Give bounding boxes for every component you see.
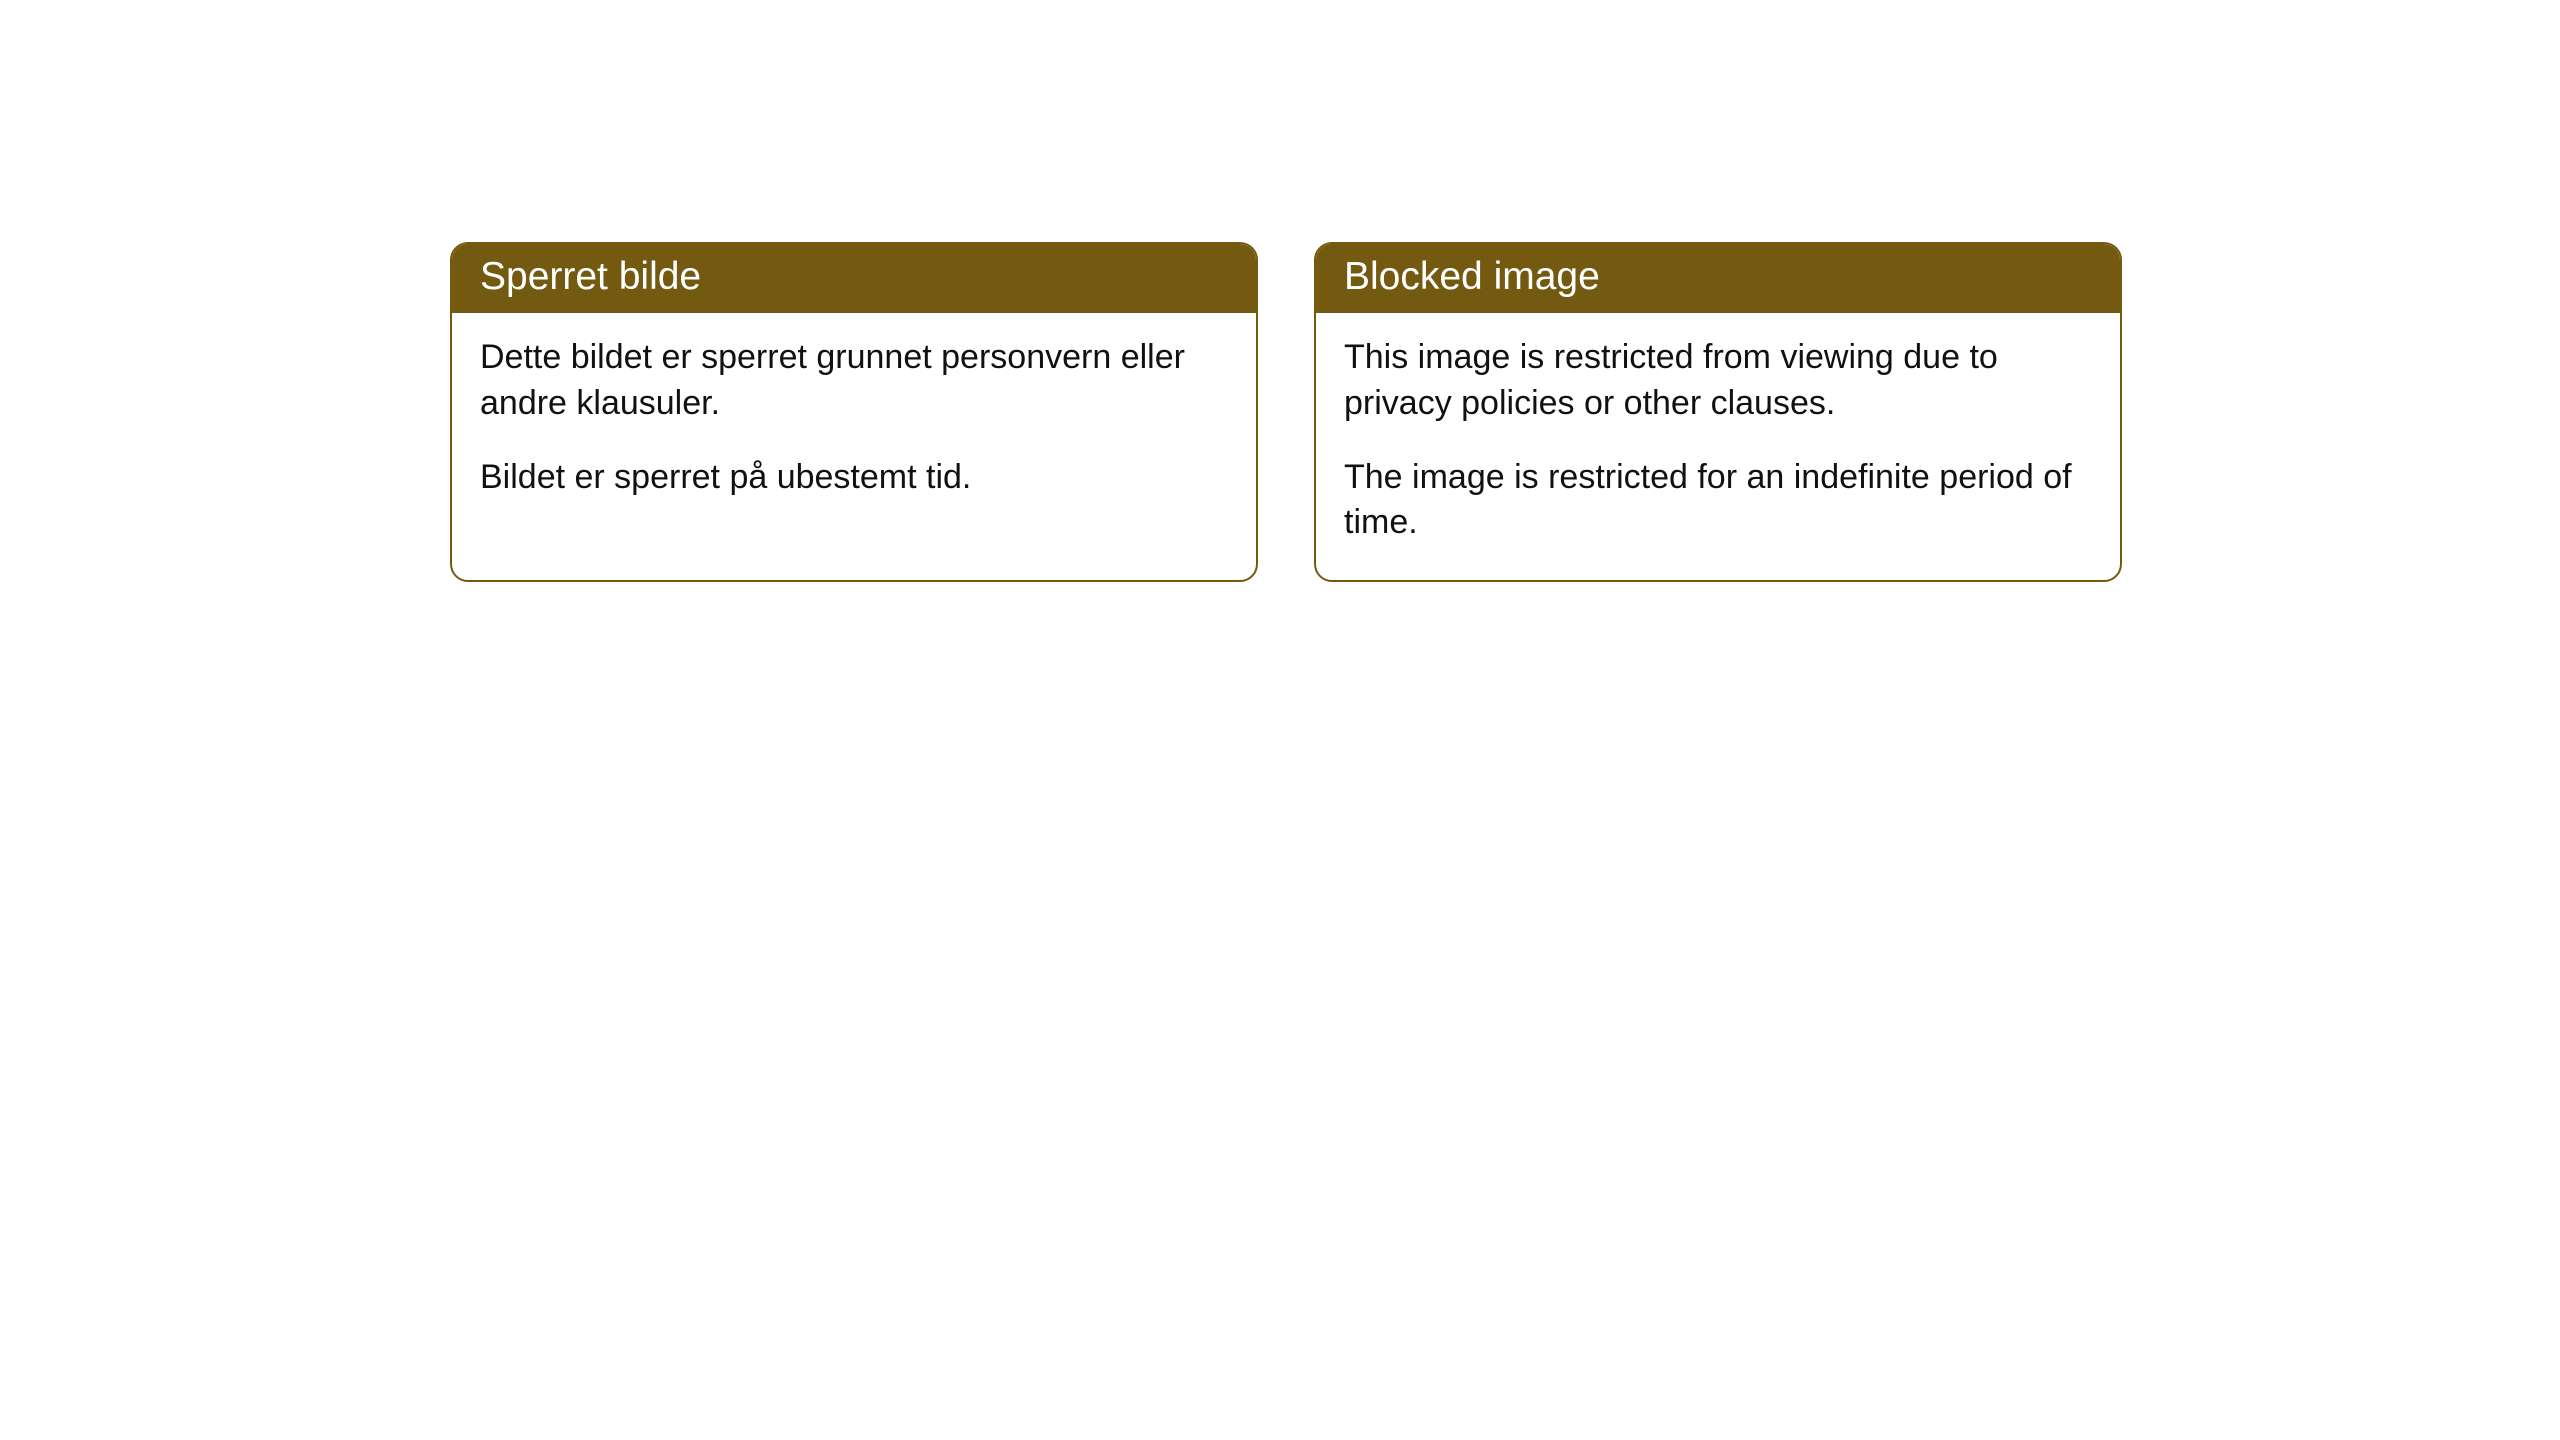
card-header-english: Blocked image: [1316, 244, 2120, 313]
card-paragraph: The image is restricted for an indefinit…: [1344, 455, 2092, 547]
card-header-norwegian: Sperret bilde: [452, 244, 1256, 313]
card-paragraph: This image is restricted from viewing du…: [1344, 335, 2092, 427]
notice-card-norwegian: Sperret bilde Dette bildet er sperret gr…: [450, 242, 1258, 582]
notice-card-english: Blocked image This image is restricted f…: [1314, 242, 2122, 582]
card-title: Blocked image: [1344, 255, 1600, 298]
card-paragraph: Bildet er sperret på ubestemt tid.: [480, 455, 1228, 501]
card-body-norwegian: Dette bildet er sperret grunnet personve…: [452, 313, 1256, 535]
card-body-english: This image is restricted from viewing du…: [1316, 313, 2120, 581]
card-title: Sperret bilde: [480, 255, 701, 298]
notice-cards-container: Sperret bilde Dette bildet er sperret gr…: [450, 242, 2122, 582]
card-paragraph: Dette bildet er sperret grunnet personve…: [480, 335, 1228, 427]
